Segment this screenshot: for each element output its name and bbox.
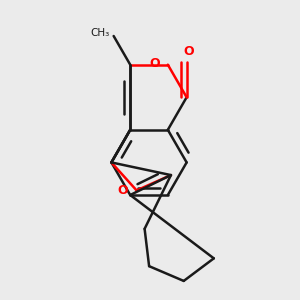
Text: CH₃: CH₃ [91,28,110,38]
Text: O: O [183,45,194,58]
Text: O: O [149,56,160,70]
Text: O: O [118,184,128,197]
